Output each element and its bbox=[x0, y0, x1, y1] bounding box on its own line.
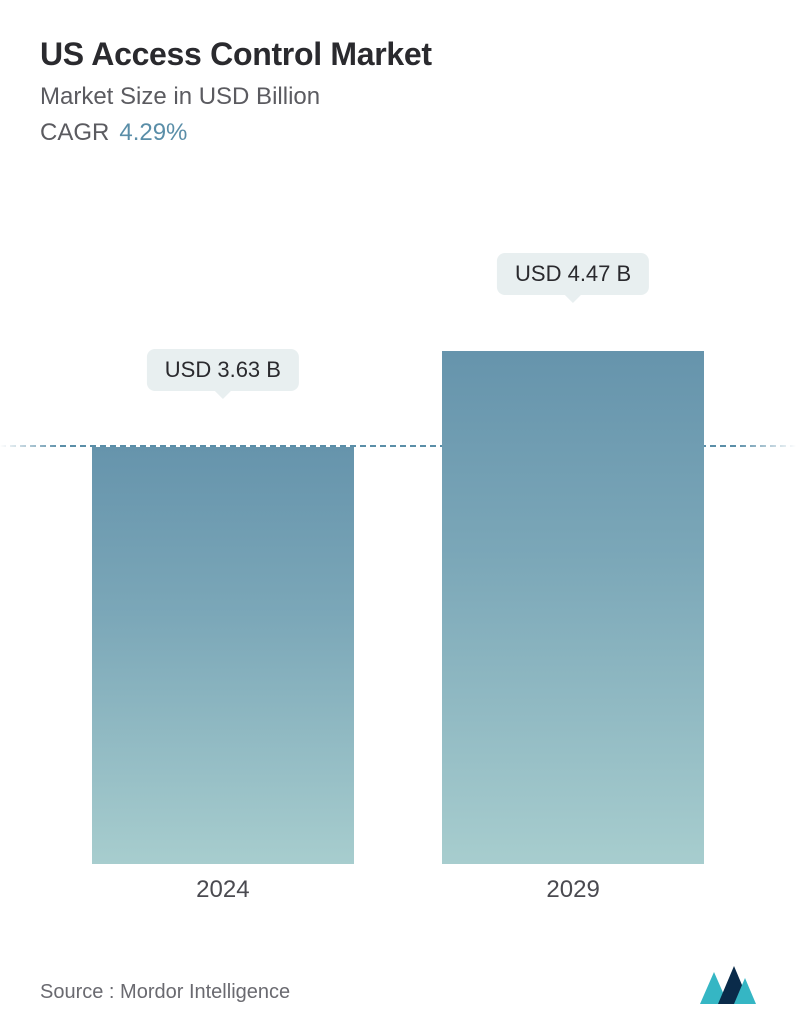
bar bbox=[92, 447, 355, 864]
chart-area: USD 3.63 BUSD 4.47 B 20242029 bbox=[0, 230, 796, 914]
fade-edge-right bbox=[736, 290, 796, 864]
x-axis-label: 2024 bbox=[196, 876, 249, 904]
source-attribution: Source : Mordor Intelligence bbox=[40, 981, 290, 1004]
x-axis-label: 2029 bbox=[546, 876, 599, 904]
fade-edge-left bbox=[0, 290, 60, 864]
value-pill: USD 3.63 B bbox=[147, 349, 299, 391]
plot-region: USD 3.63 BUSD 4.47 B bbox=[0, 290, 796, 864]
cagr-label: CAGR bbox=[40, 119, 109, 146]
bar bbox=[442, 351, 705, 864]
chart-footer: Source : Mordor Intelligence bbox=[0, 964, 796, 1004]
chart-title: US Access Control Market bbox=[40, 36, 756, 73]
chart-subtitle: Market Size in USD Billion bbox=[40, 83, 756, 111]
mordor-logo-icon bbox=[700, 964, 756, 1004]
chart-header: US Access Control Market Market Size in … bbox=[0, 0, 796, 147]
cagr-value: 4.29% bbox=[119, 119, 187, 146]
x-axis: 2024 2029 bbox=[0, 864, 796, 914]
value-pill: USD 4.47 B bbox=[497, 253, 649, 295]
cagr-row: CAGR 4.29% bbox=[40, 119, 756, 147]
